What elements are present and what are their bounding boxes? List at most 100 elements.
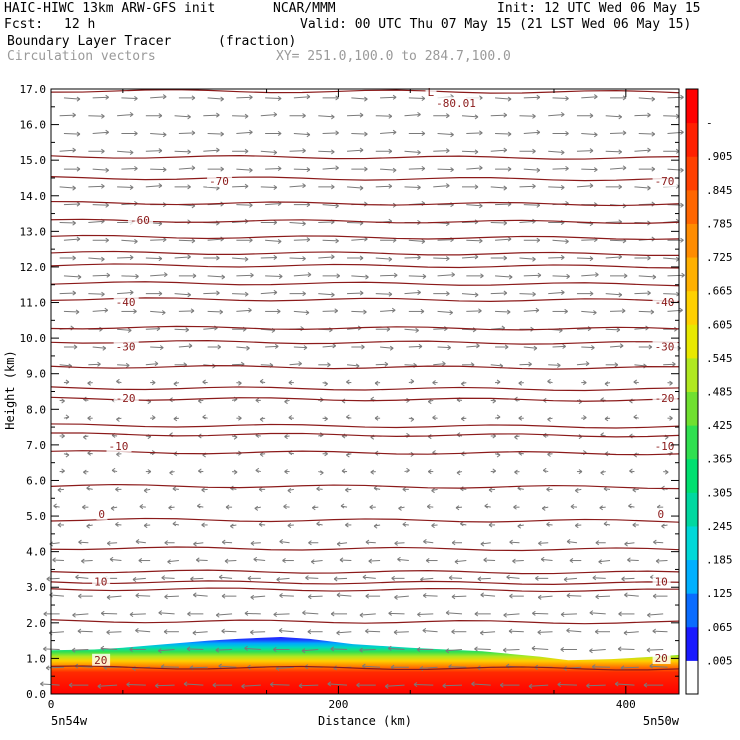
wind-vector	[408, 165, 426, 171]
wind-vector	[221, 539, 233, 545]
wind-vector	[538, 540, 549, 546]
wind-vector	[232, 256, 249, 262]
wind-vector	[63, 379, 70, 385]
wind-vector	[236, 237, 253, 243]
contour-label: 0	[657, 508, 664, 521]
wind-vector	[289, 256, 306, 262]
wind-vector	[649, 663, 668, 669]
wind-vector	[347, 290, 364, 296]
wind-vector	[451, 629, 467, 635]
wind-vector	[236, 94, 253, 100]
wind-vector	[145, 113, 163, 119]
wind-vector	[667, 415, 673, 421]
wind-vector	[495, 274, 513, 280]
wind-vector	[293, 167, 311, 173]
wind-vector	[250, 629, 266, 635]
wind-vector	[528, 683, 549, 689]
contour-label: -10	[655, 440, 675, 453]
contour-label-bg	[113, 392, 139, 405]
wind-vector	[203, 112, 220, 118]
wind-vector	[624, 592, 639, 598]
wind-vector	[638, 96, 656, 102]
colorbar-label: .365	[706, 453, 733, 466]
wind-vector	[663, 469, 669, 475]
right-endpoint-label: 5n50w	[643, 714, 680, 728]
wind-vector	[560, 647, 577, 653]
wind-vector	[172, 521, 179, 527]
wind-vector	[394, 540, 405, 546]
wind-vector	[375, 148, 393, 154]
wind-vector	[63, 201, 81, 207]
y-tick-label: 12.0	[20, 261, 47, 274]
contour-label: -10	[108, 440, 128, 453]
wind-vector	[566, 628, 582, 634]
wind-vector	[618, 611, 635, 617]
wind-vector	[461, 416, 467, 422]
wind-vector	[474, 611, 491, 617]
wind-vector	[433, 183, 450, 189]
wind-vector	[404, 149, 421, 155]
colorbar-swatch	[686, 626, 698, 661]
wind-vector	[287, 523, 294, 529]
wind-vector	[546, 521, 553, 527]
wind-vector	[258, 486, 266, 492]
wind-vector	[581, 132, 598, 138]
wind-vector	[178, 165, 196, 171]
wind-vector	[422, 593, 438, 599]
wind-vector	[380, 272, 398, 278]
wind-vector	[117, 149, 134, 155]
wind-vector	[375, 256, 393, 262]
wind-vector	[375, 361, 389, 367]
contour-label-bg	[425, 86, 437, 99]
wind-vector	[63, 166, 81, 172]
wind-vector	[432, 415, 438, 421]
wind-vector	[437, 167, 454, 173]
wind-vector	[490, 185, 508, 191]
left-endpoint-label: 5n54w	[51, 714, 88, 728]
contour-label-bg	[92, 653, 111, 666]
wind-vector	[284, 434, 290, 440]
contour-label-bg	[106, 440, 132, 453]
wind-vector	[110, 505, 118, 511]
wind-vector	[519, 291, 536, 297]
wind-vector	[380, 167, 397, 173]
wind-vector	[289, 183, 306, 189]
contour-line	[50, 483, 680, 490]
wind-vector	[667, 272, 685, 278]
wind-vector	[336, 592, 352, 598]
wind-vector	[168, 505, 175, 511]
colorbar-label: .665	[706, 285, 733, 298]
wind-vector	[59, 325, 75, 331]
colorbar-swatch	[686, 122, 698, 157]
wind-vector	[265, 165, 282, 171]
wind-vector	[495, 344, 509, 350]
wind-vector	[374, 380, 381, 386]
wind-vector	[513, 504, 520, 510]
wind-vector	[201, 522, 208, 528]
wind-vector	[566, 539, 578, 545]
field-units: (fraction)	[218, 34, 297, 49]
wind-vector	[519, 361, 532, 367]
wind-vector	[265, 238, 282, 244]
wind-vector	[273, 612, 290, 618]
wind-vector	[59, 147, 76, 153]
wind-vector	[548, 362, 561, 368]
wind-vector	[126, 681, 146, 688]
wind-vector	[221, 628, 237, 634]
wind-vector	[509, 539, 520, 545]
colorbar-label: .125	[706, 587, 733, 600]
wind-vector	[265, 130, 282, 136]
wind-vector	[278, 628, 294, 634]
wind-vector	[393, 629, 409, 635]
wind-vector	[581, 345, 595, 351]
wind-vector	[161, 575, 175, 581]
contour-line	[50, 250, 680, 256]
wind-vector	[224, 558, 237, 564]
wind-vector	[59, 468, 65, 474]
wind-vector	[374, 415, 381, 421]
init-time: Init: 12 UTC Wed 06 May 15	[497, 1, 701, 16]
contour-label: -20	[116, 392, 136, 405]
wind-vector	[244, 610, 261, 616]
wind-vector	[398, 505, 405, 511]
wind-vector	[628, 503, 635, 509]
